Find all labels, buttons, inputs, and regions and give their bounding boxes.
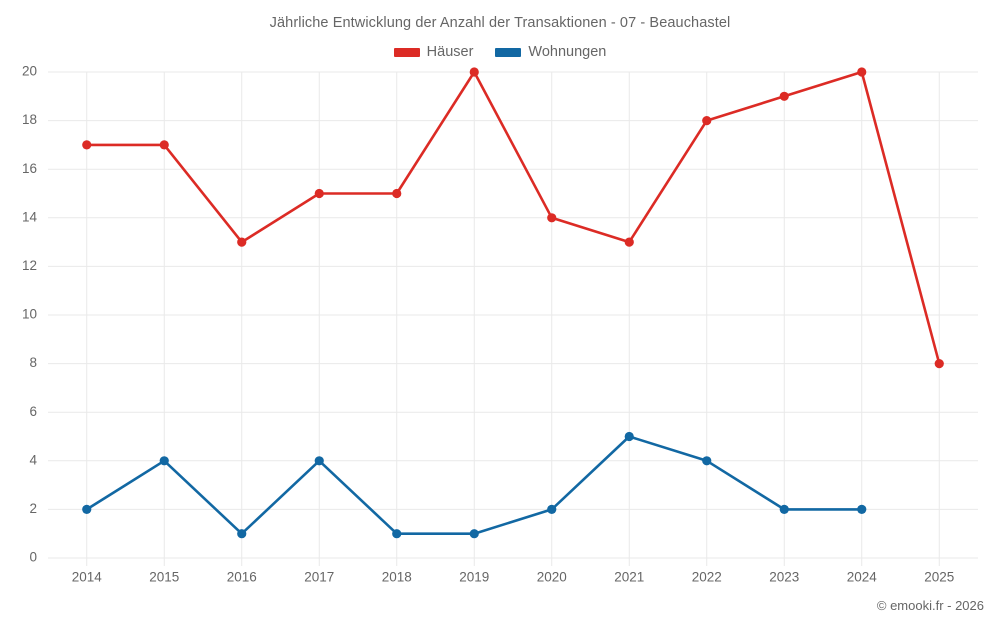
- x-axis-tick-label: 2023: [769, 570, 799, 585]
- series-line-häuser: [85, 70, 941, 365]
- data-point-wohnungen[interactable]: [392, 529, 402, 539]
- data-point-wohnungen[interactable]: [314, 456, 324, 466]
- legend-item-wohnungen[interactable]: Wohnungen: [495, 44, 606, 60]
- y-axis-tick-label: 20: [22, 64, 37, 79]
- data-point-wohnungen[interactable]: [469, 529, 479, 539]
- x-axis-ticks: 2014 2015 2016 2017 2018 2019 2020 2021 2022 2023…: [72, 570, 955, 585]
- x-axis-tick-label: 2018: [382, 570, 412, 585]
- footer-credit: © emooki.fr - 2026: [876, 598, 984, 613]
- y-axis-tick-label: 6: [29, 404, 37, 419]
- data-point-wohnungen[interactable]: [159, 456, 169, 466]
- legend-swatch-wohnungen: [495, 47, 522, 57]
- y-axis-tick-label: 2: [29, 501, 37, 516]
- x-axis-tick-label: 2019: [459, 570, 489, 585]
- grid-lines: [48, 71, 978, 566]
- y-axis-tick-label: 0: [29, 550, 37, 565]
- x-axis-tick-label: 2024: [847, 570, 878, 585]
- legend-swatch-hauser: [393, 47, 420, 57]
- data-point-häuser[interactable]: [624, 237, 634, 247]
- data-point-häuser[interactable]: [934, 359, 944, 369]
- data-point-wohnungen[interactable]: [547, 504, 557, 514]
- legend-label-wohnungen: Wohnungen: [528, 44, 607, 60]
- x-axis-tick-label: 2022: [692, 570, 722, 585]
- x-axis-tick-label: 2021: [614, 570, 644, 585]
- data-point-häuser[interactable]: [82, 140, 92, 150]
- x-axis-tick-label: 2025: [924, 570, 954, 585]
- x-axis-tick-label: 2014: [72, 570, 103, 585]
- data-point-wohnungen[interactable]: [237, 529, 247, 539]
- data-point-häuser[interactable]: [547, 213, 557, 223]
- y-axis-tick-label: 4: [29, 452, 37, 467]
- data-point-häuser[interactable]: [857, 67, 867, 77]
- legend-label-hauser: Häuser: [426, 44, 474, 60]
- y-axis-tick-label: 16: [22, 161, 37, 176]
- x-axis-tick-label: 2017: [304, 570, 334, 585]
- y-axis-ticks: 0 2 4 6 8 10 12 14 16 18 20: [22, 64, 38, 565]
- data-point-häuser[interactable]: [702, 116, 712, 126]
- data-point-häuser[interactable]: [159, 140, 169, 150]
- data-point-wohnungen[interactable]: [857, 504, 867, 514]
- data-point-wohnungen[interactable]: [702, 456, 712, 466]
- data-point-häuser[interactable]: [779, 91, 789, 101]
- data-point-häuser[interactable]: [469, 67, 479, 77]
- data-point-häuser[interactable]: [392, 188, 402, 199]
- y-axis-tick-label: 10: [22, 307, 37, 322]
- y-axis-tick-label: 12: [22, 258, 37, 273]
- data-point-wohnungen[interactable]: [779, 504, 789, 514]
- x-axis-tick-label: 2015: [149, 570, 179, 585]
- chart-legend: Häuser Wohnungen: [0, 44, 1000, 60]
- x-axis-tick-label: 2016: [227, 570, 257, 585]
- data-point-wohnungen[interactable]: [624, 431, 634, 442]
- y-axis-tick-label: 18: [22, 112, 37, 127]
- legend-item-hauser[interactable]: Häuser: [393, 44, 474, 60]
- data-point-häuser[interactable]: [314, 188, 324, 199]
- y-axis-tick-label: 8: [29, 355, 37, 370]
- data-series-layer: [82, 67, 944, 539]
- y-axis-tick-label: 14: [22, 209, 38, 224]
- chart-title: Jährliche Entwicklung der Anzahl der Tra…: [269, 15, 731, 31]
- data-point-häuser[interactable]: [237, 237, 247, 247]
- data-point-wohnungen[interactable]: [82, 504, 92, 514]
- x-axis-tick-label: 2020: [537, 570, 567, 585]
